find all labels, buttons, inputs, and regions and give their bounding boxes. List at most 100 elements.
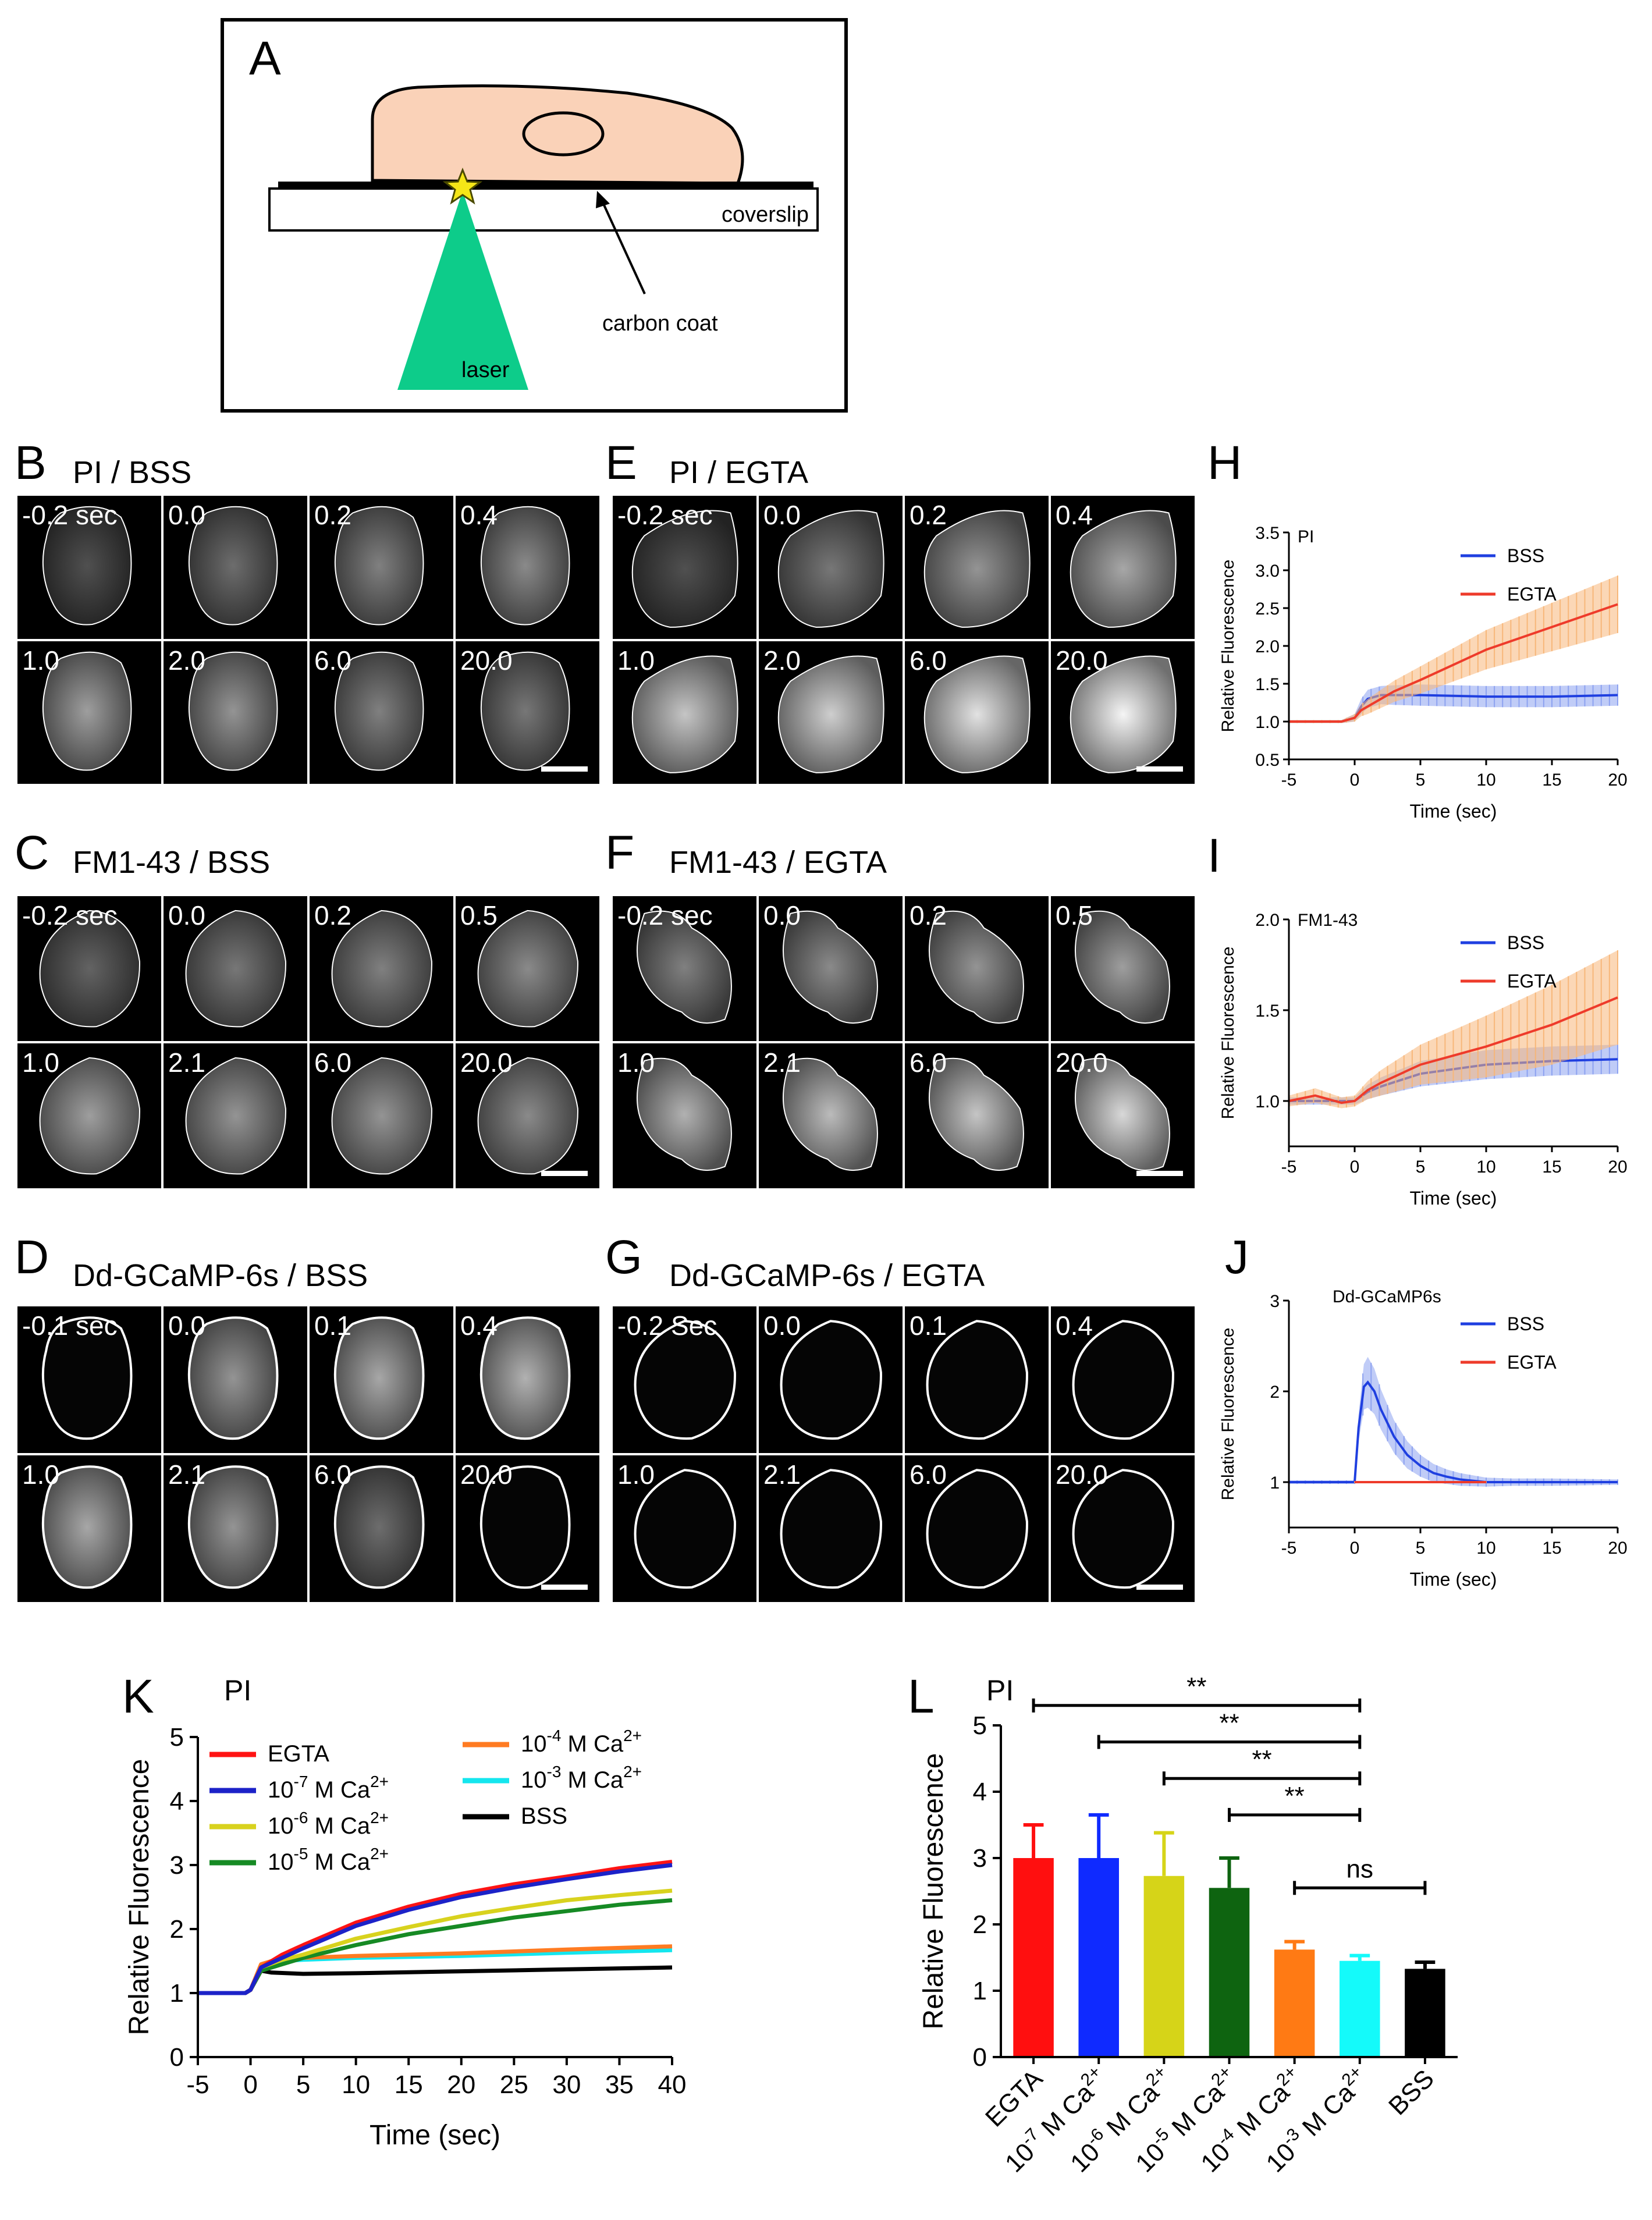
tile-image <box>331 910 432 1028</box>
image-tile: 0.1 <box>905 1306 1049 1453</box>
y-tick-label: 3 <box>973 1844 987 1873</box>
panel-letter-g: G <box>605 1231 642 1284</box>
tile-image <box>477 910 578 1028</box>
panel-letter-c: C <box>15 826 49 879</box>
timepoint-label: 6.0 <box>314 1459 351 1490</box>
panel-j-inner-title: Dd-GCaMP6s <box>1333 1287 1441 1306</box>
timepoint-label: 0.4 <box>1056 500 1093 530</box>
timepoint-label: 20.0 <box>460 1047 513 1078</box>
tile-image <box>334 506 424 626</box>
cell-outline <box>782 1057 878 1171</box>
cell-outline <box>923 655 1031 773</box>
legend-text-part: 2+ <box>623 1763 642 1781</box>
panel-c-image-grid: -0.2 sec 0.0 0.2 0.5 1.0 2.1 6.0 20.0 <box>17 896 599 1188</box>
timepoint-label: 0.0 <box>168 500 205 530</box>
legend-label: 10-7 M Ca2+ <box>268 1773 389 1803</box>
legend-text-part: 10 <box>521 1731 547 1757</box>
image-tile: 6.0 <box>310 1455 453 1602</box>
cell-outline <box>479 1465 571 1589</box>
panel-letter-h: H <box>1207 436 1242 489</box>
x-tick-label: 0 <box>1350 770 1360 790</box>
tile-image <box>1072 1320 1174 1440</box>
tile-image <box>634 1320 736 1440</box>
cell-outline <box>780 1320 882 1440</box>
tile-image <box>634 1469 736 1589</box>
cell-outline <box>631 510 738 628</box>
cell-nucleus <box>522 111 605 157</box>
x-tick-label: 35 <box>605 2070 634 2099</box>
timepoint-label: 0.5 <box>460 900 498 930</box>
scale-bar <box>1136 1585 1183 1590</box>
timepoint-label: 0.2 <box>314 500 351 530</box>
image-tile: 6.0 <box>310 1043 453 1188</box>
x-tick-label: 10 <box>1476 770 1495 790</box>
image-tile: 20.0 <box>456 1043 599 1188</box>
x-axis-label: Time (sec) <box>1410 801 1497 822</box>
panel-f-image-grid: -0.2 sec 0.0 0.2 0.5 1.0 2.1 6.0 20.0 <box>613 896 1195 1188</box>
bar <box>1078 1858 1119 2057</box>
legend-text-part: M Ca <box>308 1849 370 1875</box>
tile-image <box>333 1316 425 1440</box>
bar <box>1274 1949 1315 2057</box>
panel-f-title: FM1-43 / EGTA <box>669 845 887 880</box>
timepoint-label: 6.0 <box>314 1047 351 1078</box>
y-tick-label: 2.5 <box>1255 599 1280 619</box>
timepoint-label: 6.0 <box>910 1459 947 1490</box>
y-tick-label: 3.0 <box>1255 562 1280 581</box>
tile-image <box>39 910 140 1028</box>
y-tick-label: 2 <box>973 1910 987 1939</box>
cell-outline <box>331 1057 432 1175</box>
cell-outline <box>331 910 432 1028</box>
tile-image <box>477 1057 578 1175</box>
cell-outline <box>928 910 1024 1024</box>
panel-j-chart: 1 2 3 -5 0 5 10 15 20 Time (sec) Relative Fluoresc… <box>1210 1280 1641 1600</box>
bar <box>1340 1960 1380 2057</box>
image-tile: 20.0 <box>1051 641 1195 784</box>
cell-outline <box>188 506 278 626</box>
panel-h-inner-title: PI <box>1298 527 1315 546</box>
y-tick-label: 2 <box>1270 1383 1280 1402</box>
legend-label: 10-5 M Ca2+ <box>268 1845 389 1875</box>
panel-c-title: FM1-43 / BSS <box>73 845 271 880</box>
tile-image <box>334 651 424 770</box>
tile-image <box>1070 655 1177 773</box>
x-tick-label: 10 <box>1476 1157 1495 1177</box>
cell-outline <box>42 506 132 626</box>
cell-outline <box>39 910 140 1028</box>
legend-label: 10-6 M Ca2+ <box>268 1809 389 1839</box>
timepoint-label: 1.0 <box>617 1047 655 1078</box>
carbon-coat-arrow <box>602 202 646 294</box>
x-tick-label: 0 <box>243 2070 257 2099</box>
timepoint-label: -0.2 sec <box>22 500 118 530</box>
tile-image <box>780 1320 882 1440</box>
y-tick-label: 5 <box>973 1711 987 1740</box>
x-axis-label: Time (sec) <box>1410 1569 1497 1590</box>
timepoint-label: 2.0 <box>763 645 801 676</box>
carbon-coat-layer <box>278 182 813 189</box>
y-tick-label: 2.0 <box>1255 911 1280 930</box>
image-tile: 20.0 <box>456 1455 599 1602</box>
cell-outline <box>334 506 424 626</box>
image-tile: 0.5 <box>456 896 599 1041</box>
cell-outline <box>1074 1057 1170 1171</box>
image-tile: 20.0 <box>1051 1043 1195 1188</box>
laser-label: laser <box>461 358 510 382</box>
timepoint-label: 0.2 <box>314 900 351 930</box>
y-tick-label: 1 <box>1270 1473 1280 1493</box>
tile-image <box>777 510 884 628</box>
y-tick-label: 2.0 <box>1255 637 1280 656</box>
image-tile: 0.2 <box>310 896 453 1041</box>
cell-outline <box>185 910 286 1028</box>
tile-image <box>1072 1469 1174 1589</box>
tile-image <box>479 1316 571 1440</box>
series-line <box>198 1863 673 1995</box>
cell-outline <box>1074 910 1170 1024</box>
cell-outline <box>634 1320 736 1440</box>
tile-image <box>631 655 738 773</box>
panel-a-schematic <box>221 18 848 413</box>
y-tick-label: 3 <box>1270 1292 1280 1311</box>
timepoint-label: 2.1 <box>168 1459 205 1490</box>
tile-image <box>187 1465 279 1589</box>
x-tick-label: 15 <box>1542 1539 1561 1558</box>
